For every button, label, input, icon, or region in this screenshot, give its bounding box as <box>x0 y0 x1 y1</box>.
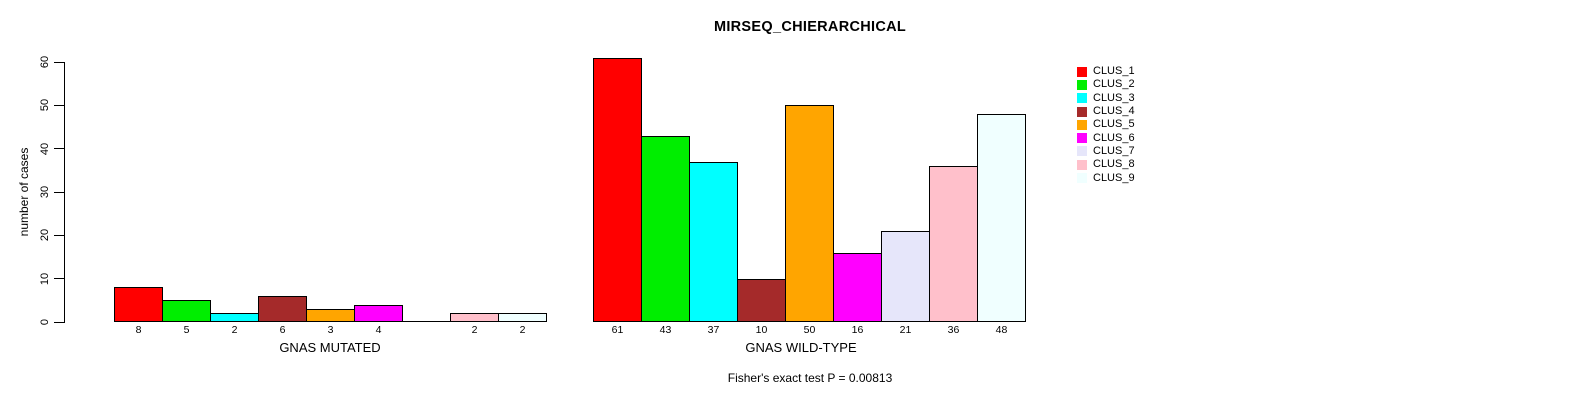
y-tick-label: 40 <box>39 142 51 155</box>
legend-swatch-clus_8 <box>1077 159 1087 170</box>
y-tick-label: 20 <box>39 229 51 242</box>
bar-value-label: 6 <box>279 324 286 336</box>
legend-item: CLUS_5 <box>1077 118 1135 131</box>
bar-clus_7 <box>881 231 930 322</box>
y-tick-mark <box>54 191 64 193</box>
bar-clus_1 <box>593 58 642 322</box>
bar-value-label: 21 <box>899 324 912 336</box>
bar-clus_5 <box>785 105 834 322</box>
y-tick-label: 60 <box>39 55 51 69</box>
x-group-label-gnas-wild-type: GNAS WILD-TYPE <box>745 340 857 355</box>
y-tick-mark <box>54 278 64 280</box>
legend-label: CLUS_2 <box>1093 78 1135 91</box>
legend-label: CLUS_6 <box>1093 131 1135 144</box>
bar-value-label: 5 <box>183 324 190 336</box>
bar-value-label: 8 <box>135 324 142 336</box>
legend-swatch-clus_1 <box>1077 66 1087 77</box>
legend-swatch-clus_2 <box>1077 79 1087 90</box>
bar-clus_4 <box>258 296 307 322</box>
y-axis-title: number of cases <box>17 147 31 237</box>
y-tick-label: 50 <box>39 99 51 112</box>
legend-label: CLUS_1 <box>1093 65 1135 78</box>
legend-label: CLUS_7 <box>1093 144 1135 157</box>
bar-zero-clus_7 <box>402 321 451 322</box>
x-group-label-gnas-mutated: GNAS MUTATED <box>279 340 381 355</box>
legend-item: CLUS_3 <box>1077 92 1135 105</box>
bar-value-label: 2 <box>231 324 238 336</box>
legend-item: CLUS_4 <box>1077 105 1135 118</box>
bar-value-label: 16 <box>851 324 864 336</box>
legend-label: CLUS_8 <box>1093 158 1135 171</box>
bar-value-label: 10 <box>755 324 768 336</box>
bar-clus_8 <box>929 166 978 322</box>
bar-value-label: 3 <box>327 324 334 336</box>
bar-clus_6 <box>354 305 403 322</box>
y-tick-label: 10 <box>39 272 51 285</box>
legend-item: CLUS_6 <box>1077 131 1135 144</box>
bar-clus_6 <box>833 253 882 322</box>
y-axis-line <box>64 61 65 323</box>
legend-swatch-clus_7 <box>1077 146 1087 157</box>
bar-value-label: 2 <box>519 324 526 336</box>
y-tick-mark <box>54 61 64 63</box>
y-tick-mark <box>54 234 64 236</box>
legend-label: CLUS_9 <box>1093 171 1135 184</box>
legend-item: CLUS_7 <box>1077 145 1135 158</box>
bar-value-label: 50 <box>803 324 816 336</box>
legend-swatch-clus_3 <box>1077 93 1087 104</box>
bar-value-label: 37 <box>707 324 720 336</box>
bar-value-label: 2 <box>471 324 478 336</box>
legend-swatch-clus_5 <box>1077 119 1087 130</box>
bar-value-label: 36 <box>947 324 960 336</box>
footnote-fisher-test: Fisher's exact test P = 0.00813 <box>727 371 893 385</box>
bar-value-label: 61 <box>611 324 624 336</box>
bar-clus_1 <box>114 287 163 322</box>
legend-swatch-clus_6 <box>1077 133 1087 144</box>
legend-swatch-clus_4 <box>1077 106 1087 117</box>
legend-label: CLUS_3 <box>1093 91 1135 104</box>
y-tick-mark <box>54 104 64 106</box>
legend-item: CLUS_9 <box>1077 171 1135 184</box>
y-tick-label: 30 <box>39 185 51 199</box>
chart-title: MIRSEQ_CHIERARCHICAL <box>713 19 907 35</box>
y-tick-label: 0 <box>39 318 51 326</box>
legend-item: CLUS_1 <box>1077 65 1135 78</box>
bar-clus_9 <box>498 313 547 322</box>
bar-clus_3 <box>210 313 259 322</box>
bar-clus_4 <box>737 279 786 322</box>
legend-label: CLUS_5 <box>1093 118 1135 131</box>
legend-item: CLUS_8 <box>1077 158 1135 171</box>
legend-label: CLUS_4 <box>1093 105 1135 118</box>
bar-value-label: 48 <box>995 324 1008 336</box>
bar-clus_2 <box>162 300 211 322</box>
y-tick-mark <box>54 321 64 323</box>
legend: CLUS_1 CLUS_2 CLUS_3 CLUS_4 CLUS_5 CLUS_6 CLUS… <box>1077 65 1135 185</box>
bar-clus_5 <box>306 309 355 322</box>
bar-value-label: 43 <box>659 324 672 336</box>
y-tick-mark <box>54 148 64 150</box>
bar-clus_3 <box>689 162 738 322</box>
legend-swatch-clus_9 <box>1077 173 1087 184</box>
bar-clus_2 <box>641 136 690 322</box>
bar-clus_8 <box>450 313 499 322</box>
bar-clus_9 <box>977 114 1026 322</box>
bar-value-label: 4 <box>375 324 382 336</box>
legend-item: CLUS_2 <box>1077 78 1135 91</box>
